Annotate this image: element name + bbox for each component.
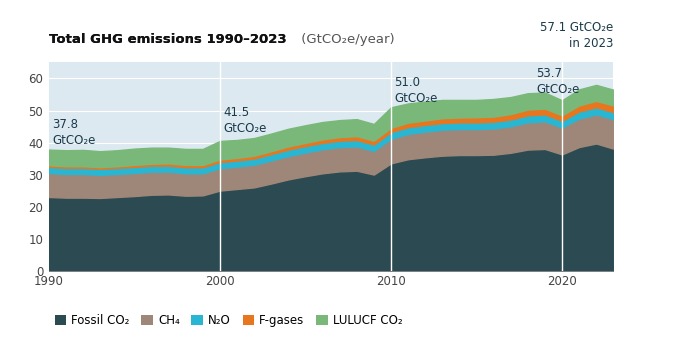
Text: Total GHG emissions 1990–2023 (GtCO₂e/year): Total GHG emissions 1990–2023 (GtCO₂e/ye… — [49, 33, 360, 46]
Text: 51.0
GtCO₂e: 51.0 GtCO₂e — [395, 76, 438, 105]
Legend: Fossil CO₂, CH₄, N₂O, F-gases, LULUCF CO₂: Fossil CO₂, CH₄, N₂O, F-gases, LULUCF CO… — [54, 314, 402, 327]
Text: Total GHG emissions 1990–2023: Total GHG emissions 1990–2023 — [49, 33, 286, 46]
Text: 53.7
GtCO₂e: 53.7 GtCO₂e — [537, 67, 580, 96]
Text: Total GHG emissions 1990–2023: Total GHG emissions 1990–2023 — [49, 33, 286, 46]
Text: 37.8
GtCO₂e: 37.8 GtCO₂e — [52, 118, 95, 147]
Text: (GtCO₂e/year): (GtCO₂e/year) — [297, 33, 395, 46]
Text: 57.1 GtCO₂e
in 2023: 57.1 GtCO₂e in 2023 — [540, 21, 613, 50]
Text: 41.5
GtCO₂e: 41.5 GtCO₂e — [223, 106, 267, 135]
